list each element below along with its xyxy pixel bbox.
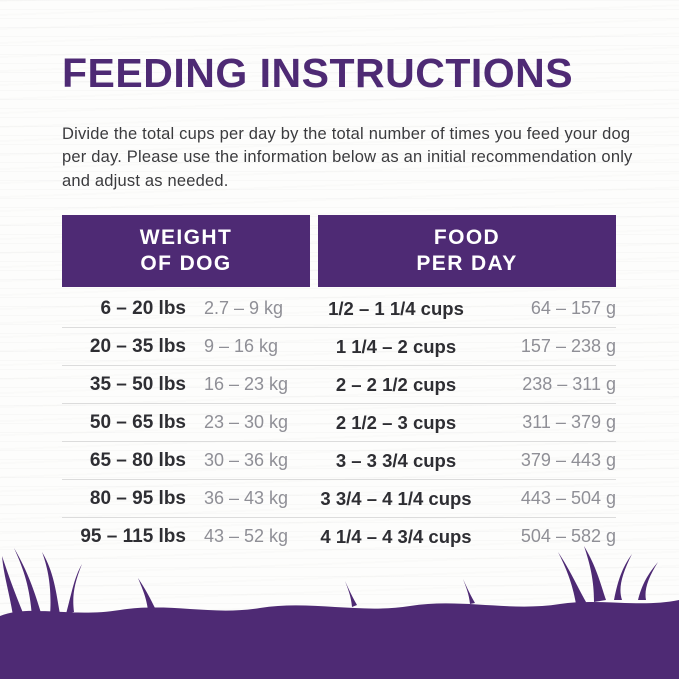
food-cups: 2 1/2 – 3 cups: [335, 411, 457, 433]
food-cups: 1/2 – 1 1/4 cups: [328, 297, 464, 319]
intro-text: Divide the total cups per day by the tot…: [62, 125, 633, 190]
table-row: 6 – 20 lbs 2.7 – 9 kg 1/2 – 1 1/4 cups 6…: [62, 290, 616, 327]
table-row: 35 – 50 lbs 16 – 23 kg 2 – 2 1/2 cups 23…: [62, 365, 616, 403]
table-row: 80 – 95 lbs 36 – 43 kg 3 3/4 – 4 1/4 cup…: [62, 479, 616, 517]
weight-of-dog-header: WEIGHT OF DOG: [62, 215, 310, 288]
weight-kg: 9 – 16 kg: [204, 336, 279, 357]
table-body: 6 – 20 lbs 2.7 – 9 kg 1/2 – 1 1/4 cups 6…: [62, 290, 616, 555]
food-grams: 379 – 443 g: [520, 450, 616, 471]
food-cups: 4 1/4 – 4 3/4 cups: [320, 525, 472, 547]
food-grams: 238 – 311 g: [522, 374, 616, 395]
weight-kg: 43 – 52 kg: [204, 526, 289, 547]
weight-lbs: 50 – 65 lbs: [89, 411, 186, 433]
weight-lbs: 95 – 115 lbs: [80, 525, 186, 547]
weight-kg: 16 – 23 kg: [204, 374, 289, 395]
weight-kg: 36 – 43 kg: [204, 488, 289, 509]
header-line: WEIGHT: [139, 226, 233, 250]
food-cups: 3 3/4 – 4 1/4 cups: [320, 487, 472, 509]
table-row: 65 – 80 lbs 30 – 36 kg 3 – 3 3/4 cups 37…: [62, 441, 616, 479]
food-cups: 3 – 3 3/4 cups: [335, 449, 457, 471]
grass-silhouette-graphic: [0, 546, 679, 679]
weight-lbs: 65 – 80 lbs: [89, 449, 186, 471]
food-per-day-header: FOOD PER DAY: [318, 215, 616, 288]
food-cups: 2 – 2 1/2 cups: [335, 373, 457, 395]
food-grams: 443 – 504 g: [520, 488, 616, 509]
weight-lbs: 20 – 35 lbs: [89, 335, 186, 357]
table-row: 20 – 35 lbs 9 – 16 kg 1 1/4 – 2 cups 157…: [62, 327, 616, 365]
page-title: FEEDING INSTRUCTIONS: [62, 50, 574, 96]
food-grams: 64 – 157 g: [530, 298, 616, 319]
table-header-row: WEIGHT OF DOG FOOD PER DAY: [62, 215, 616, 288]
weight-kg: 30 – 36 kg: [204, 450, 289, 471]
food-grams: 504 – 582 g: [520, 526, 616, 547]
weight-kg: 23 – 30 kg: [204, 412, 289, 433]
header-line: PER DAY: [416, 252, 518, 276]
feeding-table: WEIGHT OF DOG FOOD PER DAY 6 – 20 lbs 2.…: [62, 215, 616, 555]
weight-lbs: 35 – 50 lbs: [89, 373, 186, 395]
food-cups: 1 1/4 – 2 cups: [335, 335, 457, 357]
table-row: 50 – 65 lbs 23 – 30 kg 2 1/2 – 3 cups 31…: [62, 403, 616, 441]
header-line: FOOD: [433, 226, 501, 250]
table-row: 95 – 115 lbs 43 – 52 kg 4 1/4 – 4 3/4 cu…: [62, 517, 616, 555]
header-line: OF DOG: [140, 252, 232, 276]
weight-lbs: 80 – 95 lbs: [89, 487, 186, 509]
weight-kg: 2.7 – 9 kg: [204, 298, 284, 319]
food-grams: 311 – 379 g: [522, 412, 616, 433]
weight-lbs: 6 – 20 lbs: [100, 297, 186, 319]
food-grams: 157 – 238 g: [520, 336, 616, 357]
